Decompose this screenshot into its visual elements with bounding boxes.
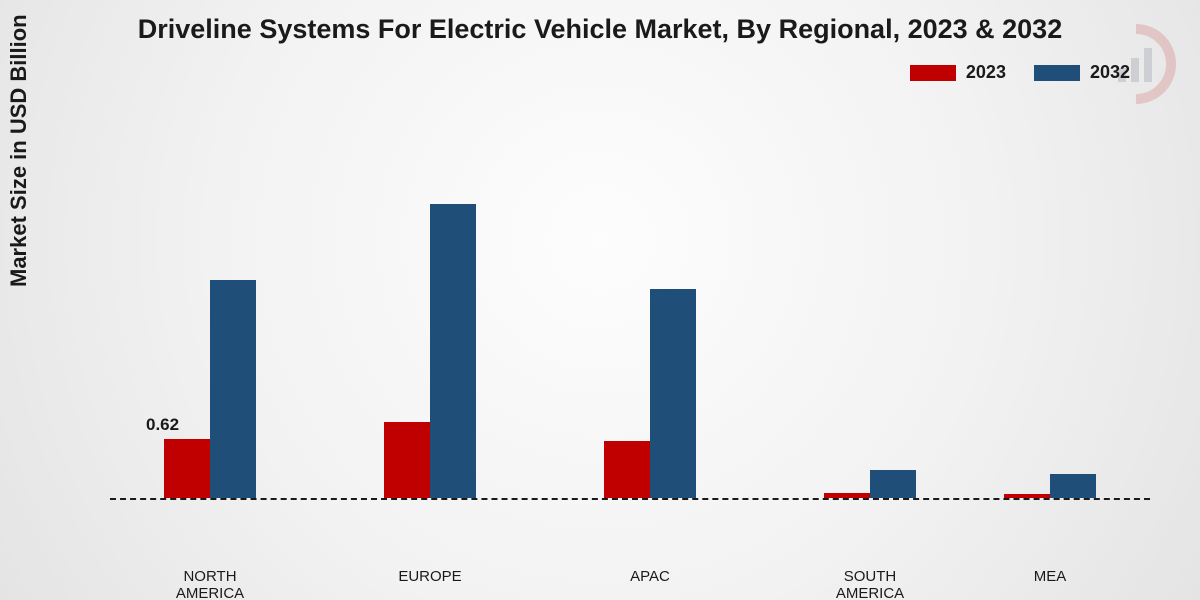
bars <box>384 204 476 499</box>
category-label: NORTHAMERICA <box>150 568 270 600</box>
legend-label: 2023 <box>966 62 1006 83</box>
x-axis-labels: NORTHAMERICA EUROPE APAC SOUTHAMERICA ME… <box>110 500 1150 560</box>
chart-canvas: Driveline Systems For Electric Vehicle M… <box>0 0 1200 600</box>
bar-2032 <box>650 289 696 498</box>
category-label: MEA <box>990 568 1110 585</box>
bar-2023 <box>824 493 870 498</box>
legend-item-2023: 2023 <box>910 62 1006 83</box>
plot-area: 0.62 <box>110 120 1150 500</box>
bar-2032 <box>1050 474 1096 498</box>
legend-label: 2032 <box>1090 62 1130 83</box>
bars <box>164 280 256 499</box>
bars <box>604 289 696 498</box>
bar-2023 <box>604 441 650 498</box>
chart-title: Driveline Systems For Electric Vehicle M… <box>0 14 1200 45</box>
bars <box>824 470 916 499</box>
value-label: 0.62 <box>146 415 179 435</box>
bar-2023 <box>1004 494 1050 498</box>
bar-2032 <box>430 204 476 499</box>
watermark-bar <box>1131 58 1139 82</box>
legend: 2023 2032 <box>910 62 1130 83</box>
legend-swatch <box>910 65 956 81</box>
legend-swatch <box>1034 65 1080 81</box>
y-axis-label: Market Size in USD Billion <box>6 14 32 287</box>
category-label: EUROPE <box>370 568 490 585</box>
bar-2032 <box>870 470 916 499</box>
bar-2023 <box>164 439 210 498</box>
bar-2032 <box>210 280 256 499</box>
category-label: APAC <box>590 568 710 585</box>
legend-item-2032: 2032 <box>1034 62 1130 83</box>
category-label: SOUTHAMERICA <box>810 568 930 600</box>
bar-2023 <box>384 422 430 498</box>
bars <box>1004 474 1096 498</box>
watermark-bar <box>1144 48 1152 82</box>
